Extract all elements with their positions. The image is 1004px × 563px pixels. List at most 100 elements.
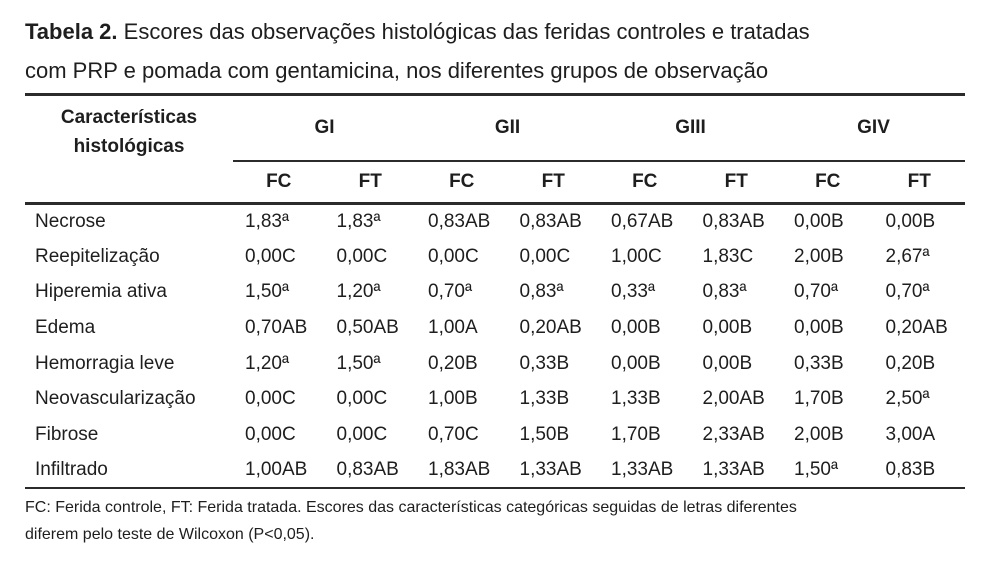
table-caption-number: Tabela 2. [25, 19, 118, 44]
group-header-giv: GIV [782, 94, 966, 162]
group-header-gi: GI [233, 94, 416, 162]
table-cell: 0,33B [519, 352, 570, 374]
table-cell: 0,00C [519, 245, 571, 267]
row-label: Reepitelização [35, 245, 160, 267]
row-label: Edema [35, 317, 96, 339]
table-row: Hiperemia ativa 1,50ª 1,20ª 0,70ª 0,83ª 0,33ª… [25, 275, 965, 311]
table-cell: 2,67ª [885, 245, 930, 267]
sub-header-giii-ft: FT [690, 161, 782, 205]
table-cell: 1,33B [519, 388, 570, 410]
group-header-row: Características histológicas GI GII GIII… [25, 94, 966, 205]
table-cell: 0,20B [885, 352, 936, 374]
table-cell: 3,00A [885, 423, 936, 445]
table-cell: 0,00C [245, 423, 296, 445]
table-body: Necrose 1,83ª 1,83ª 0,83AB 0,83AB 0,67AB 0,83A… [25, 204, 966, 490]
table-cell: 0,83ª [519, 281, 564, 303]
sub-header-row: FC FT FC FT FC FT FC FT [25, 161, 966, 205]
table-cell: 1,50ª [245, 281, 290, 303]
row-label: Necrose [35, 211, 106, 233]
table-cell: 0,50AB [336, 317, 399, 339]
table-cell: 1,00C [611, 245, 662, 267]
table-cell: 0,00B [885, 211, 936, 233]
table-cell: 0,00C [428, 245, 479, 267]
sub-header-gi-fc: FC [233, 161, 325, 205]
group-header-giii: GIII [599, 94, 782, 162]
sub-header-gii-fc: FC [416, 161, 508, 205]
table-row: Reepitelização 0,00C 0,00C 0,00C 0,00C 1,00C 1… [25, 239, 965, 275]
table-cell: 2,00AB [702, 388, 765, 410]
table-row: Hemorragia leve 1,20ª 1,50ª 0,20B 0,33B 0,00B… [25, 346, 965, 382]
table-row: Neovascularização 0,00C 0,00C 1,00B 1,33B 1,3… [25, 381, 965, 417]
table-cell: 1,00B [428, 388, 478, 410]
row-label: Neovascularização [35, 388, 196, 410]
table-cell: 0,20AB [885, 317, 948, 339]
table-cell: 0,00B [611, 317, 661, 339]
page: Tabela 2. Escores das observações histol… [25, 12, 990, 548]
table-cell: 0,00B [611, 352, 661, 374]
column-header-characteristics-line2: histológicas [73, 136, 185, 157]
table-cell: 1,33B [611, 388, 661, 410]
table-cell: 2,50ª [885, 388, 930, 410]
table-cell: 0,00C [336, 423, 388, 445]
table-cell: 0,83AB [428, 211, 491, 233]
table-cell: 1,50B [519, 423, 570, 445]
sub-header-gii-ft: FT [507, 161, 599, 205]
group-header-gii: GII [416, 94, 599, 162]
sub-header-giii-fc: FC [599, 161, 691, 205]
table-footnote-line1: FC: Ferida controle, FT: Ferida tratada.… [25, 499, 797, 517]
sub-header-giv-fc: FC [782, 161, 874, 205]
table-cell: 0,83AB [324, 452, 416, 490]
table-cell: 0,20B [428, 352, 478, 374]
table-cell: 0,70ª [885, 281, 930, 303]
table-cell: 0,33B [794, 352, 844, 374]
table-cell: 0,83ª [702, 281, 747, 303]
column-header-characteristics-line1: Características [60, 107, 198, 128]
table-row: Fibrose 0,00C 0,00C 0,70C 1,50B 1,70B 2,33AB 2,… [25, 417, 965, 453]
table-row: Edema 0,70AB 0,50AB 1,00A 0,20AB 0,00B 0,00B 0,… [25, 310, 965, 346]
table-cell: 1,83C [702, 245, 754, 267]
table-cell: 1,20ª [245, 352, 290, 374]
table-cell: 0,83AB [702, 211, 765, 233]
table-cell: 2,00B [794, 245, 844, 267]
row-label: Hiperemia ativa [35, 281, 167, 303]
row-label: Infiltrado [25, 452, 233, 490]
table-cell: 1,00AB [233, 452, 325, 490]
table-footnote: FC: Ferida controle, FT: Ferida tratada.… [25, 494, 990, 548]
table-cell: 0,00C [245, 388, 296, 410]
table-cell: 0,33ª [611, 281, 656, 303]
table-caption-text-line2: com PRP e pomada com gentamicina, nos di… [25, 58, 769, 83]
table-cell: 0,83AB [519, 211, 582, 233]
table-cell: 0,70AB [245, 317, 308, 339]
table-row: Necrose 1,83ª 1,83ª 0,83AB 0,83AB 0,67AB 0,83A… [25, 204, 965, 240]
table-cell: 1,00A [428, 317, 478, 339]
table-cell: 0,00B [794, 317, 844, 339]
table-cell: 1,83AB [416, 452, 508, 490]
table-cell: 0,00C [245, 245, 296, 267]
table-cell: 2,33AB [702, 423, 765, 445]
table-cell: 0,00B [702, 317, 753, 339]
table-cell: 1,83ª [336, 211, 381, 233]
table-cell: 1,50ª [782, 452, 874, 490]
table-cell: 1,70B [611, 423, 661, 445]
table-cell: 1,33AB [690, 452, 782, 490]
table-caption-text-line1: Escores das observações histológicas das… [123, 19, 810, 44]
row-label: Hemorragia leve [35, 352, 175, 374]
table-footnote-line2: diferem pelo teste de Wilcoxon (P<0,05). [25, 526, 315, 544]
row-label: Fibrose [35, 423, 99, 445]
column-header-characteristics: Características histológicas [25, 94, 233, 205]
table-cell: 1,50ª [336, 352, 381, 374]
table-cell: 0,67AB [611, 211, 674, 233]
sub-header-gi-ft: FT [324, 161, 416, 205]
table-cell: 1,33AB [507, 452, 599, 490]
table-cell: 0,70ª [428, 281, 473, 303]
sub-header-giv-ft: FT [873, 161, 966, 205]
table-cell: 1,70B [794, 388, 844, 410]
histology-scores-table: Características histológicas GI GII GIII… [25, 93, 966, 490]
table-cell: 0,00C [336, 388, 388, 410]
table-cell: 1,33AB [599, 452, 691, 490]
table-cell: 1,20ª [336, 281, 381, 303]
table-caption: Tabela 2. Escores das observações histol… [25, 12, 970, 90]
table-cell: 2,00B [794, 423, 844, 445]
table-cell: 0,83B [873, 452, 966, 490]
table-cell: 0,70C [428, 423, 479, 445]
